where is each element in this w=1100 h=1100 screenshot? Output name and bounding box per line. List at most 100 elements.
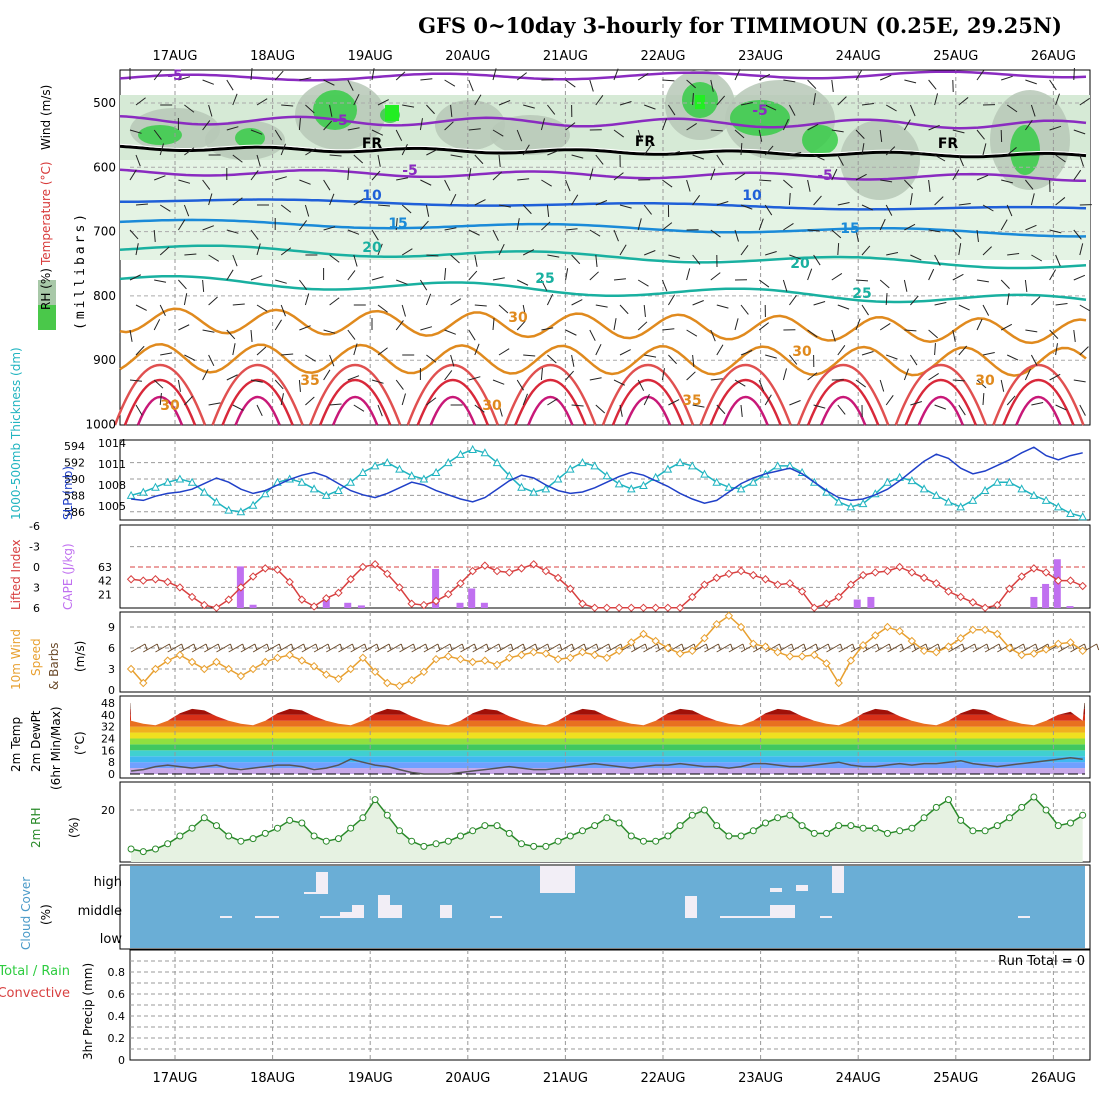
wind-barb <box>1031 296 1041 306</box>
rh2m-point <box>566 832 574 840</box>
wind-barb <box>178 324 190 331</box>
wind-barb <box>710 79 714 92</box>
wind-barb <box>909 193 913 206</box>
surface-wind-barb <box>496 643 512 653</box>
lifted-index-point <box>151 575 160 584</box>
wind-barb <box>522 144 530 156</box>
surface-wind-barb <box>204 643 219 653</box>
wind-barb <box>1049 373 1061 381</box>
wind-barb <box>299 279 308 290</box>
wind-barb <box>1025 79 1037 85</box>
wind-barb <box>546 293 554 306</box>
surface-wind-barb <box>862 643 878 653</box>
rh2m-point <box>505 829 513 837</box>
surface-wind-barb <box>887 643 902 653</box>
rh2m-point <box>554 837 562 845</box>
thickness-point <box>968 495 978 504</box>
surface-wind-barb <box>265 643 280 653</box>
wind-barb <box>1073 274 1086 281</box>
thickness-point <box>590 461 600 470</box>
cape-bar <box>357 605 365 608</box>
cloud-block <box>378 895 390 918</box>
wind-speed-point <box>566 653 575 663</box>
wind-barb <box>329 154 342 157</box>
surface-wind-barb <box>193 643 197 651</box>
wind-barb <box>595 304 608 308</box>
upper-air-panel: -5 -5 -5 -5 -5 FR FR FR 10 10 15 15 20 20 25 25 30 30 30 35… <box>38 67 1092 432</box>
wind-barb <box>595 254 598 267</box>
rh2m-point <box>774 814 782 822</box>
wind-speed-point <box>749 639 758 649</box>
surface-wind-barb <box>399 643 414 653</box>
cape-bar <box>1030 596 1038 608</box>
wind-barb <box>426 254 439 257</box>
isotherm-line <box>119 144 1087 159</box>
cape-bar <box>1066 606 1074 608</box>
rh2m-point <box>481 822 489 830</box>
surface-wind-barb <box>901 643 904 651</box>
wind-barb <box>1055 93 1060 106</box>
wind-speed-point <box>1054 639 1063 649</box>
wind-barb <box>420 179 432 186</box>
wind-barb <box>783 223 794 231</box>
surface-wind-barb <box>217 643 221 651</box>
wind-barb <box>353 154 364 164</box>
wind-barb <box>232 154 243 163</box>
wind-barb <box>274 129 282 141</box>
wind-barb <box>395 218 398 231</box>
wind-barb <box>1024 119 1033 131</box>
wind-barb <box>952 329 956 342</box>
wind-speed-point <box>492 660 502 670</box>
isotherm-line <box>119 307 1087 345</box>
wind-barb <box>226 126 239 131</box>
thickness-point <box>431 467 441 476</box>
wind-barb <box>396 177 409 181</box>
wind-barb <box>523 354 536 357</box>
wind-barb <box>765 354 777 359</box>
wind-barb <box>667 294 676 306</box>
surface-wind-barb <box>1023 643 1026 651</box>
wind-speed-point <box>322 670 331 679</box>
thickness-point <box>700 469 709 478</box>
lifted-index-point <box>236 583 246 592</box>
wind-barb <box>323 369 331 381</box>
pressure-axis-label: (millibars) <box>73 211 88 330</box>
wind-barb <box>855 69 863 81</box>
wind-barb <box>837 404 846 415</box>
surface-wind-barb <box>852 643 856 651</box>
lifted-index-point <box>993 600 1002 610</box>
lifted-index-point <box>1029 564 1039 573</box>
rh2m-point <box>334 835 342 843</box>
temp-color-band <box>130 756 1085 763</box>
wind-barb <box>662 328 675 331</box>
wind-speed-point <box>602 653 612 663</box>
wind-barb <box>129 274 142 281</box>
contour-label: 30 <box>482 398 502 414</box>
surface-wind-barb <box>289 643 304 653</box>
surface-wind-barb <box>522 643 526 651</box>
temp-mask <box>130 697 1085 726</box>
thickness-point <box>1029 490 1039 499</box>
wind-barb <box>395 129 403 141</box>
lifted-index-point <box>968 598 978 607</box>
surface-wind-barb <box>875 643 890 653</box>
precip-tick-label: 0.6 <box>108 988 126 1001</box>
wind-barb <box>498 404 503 417</box>
wind-barb <box>1073 129 1086 135</box>
wind-barb <box>740 204 753 210</box>
surface-wind-barb <box>815 643 819 651</box>
wind-barb <box>153 229 156 242</box>
wind-barb <box>928 179 931 192</box>
surface-wind-barb <box>167 643 182 653</box>
surface-isotherm <box>1015 395 1062 426</box>
wind-barb <box>668 254 681 259</box>
wind-barb <box>280 247 292 256</box>
lifted-index-point <box>614 603 624 613</box>
rh2m-point <box>188 824 196 832</box>
surface-wind-barb <box>338 643 353 653</box>
wind-barb <box>474 94 482 106</box>
rh2m-point <box>273 824 281 832</box>
wind-barb <box>716 95 726 106</box>
wind-barb <box>153 129 162 140</box>
